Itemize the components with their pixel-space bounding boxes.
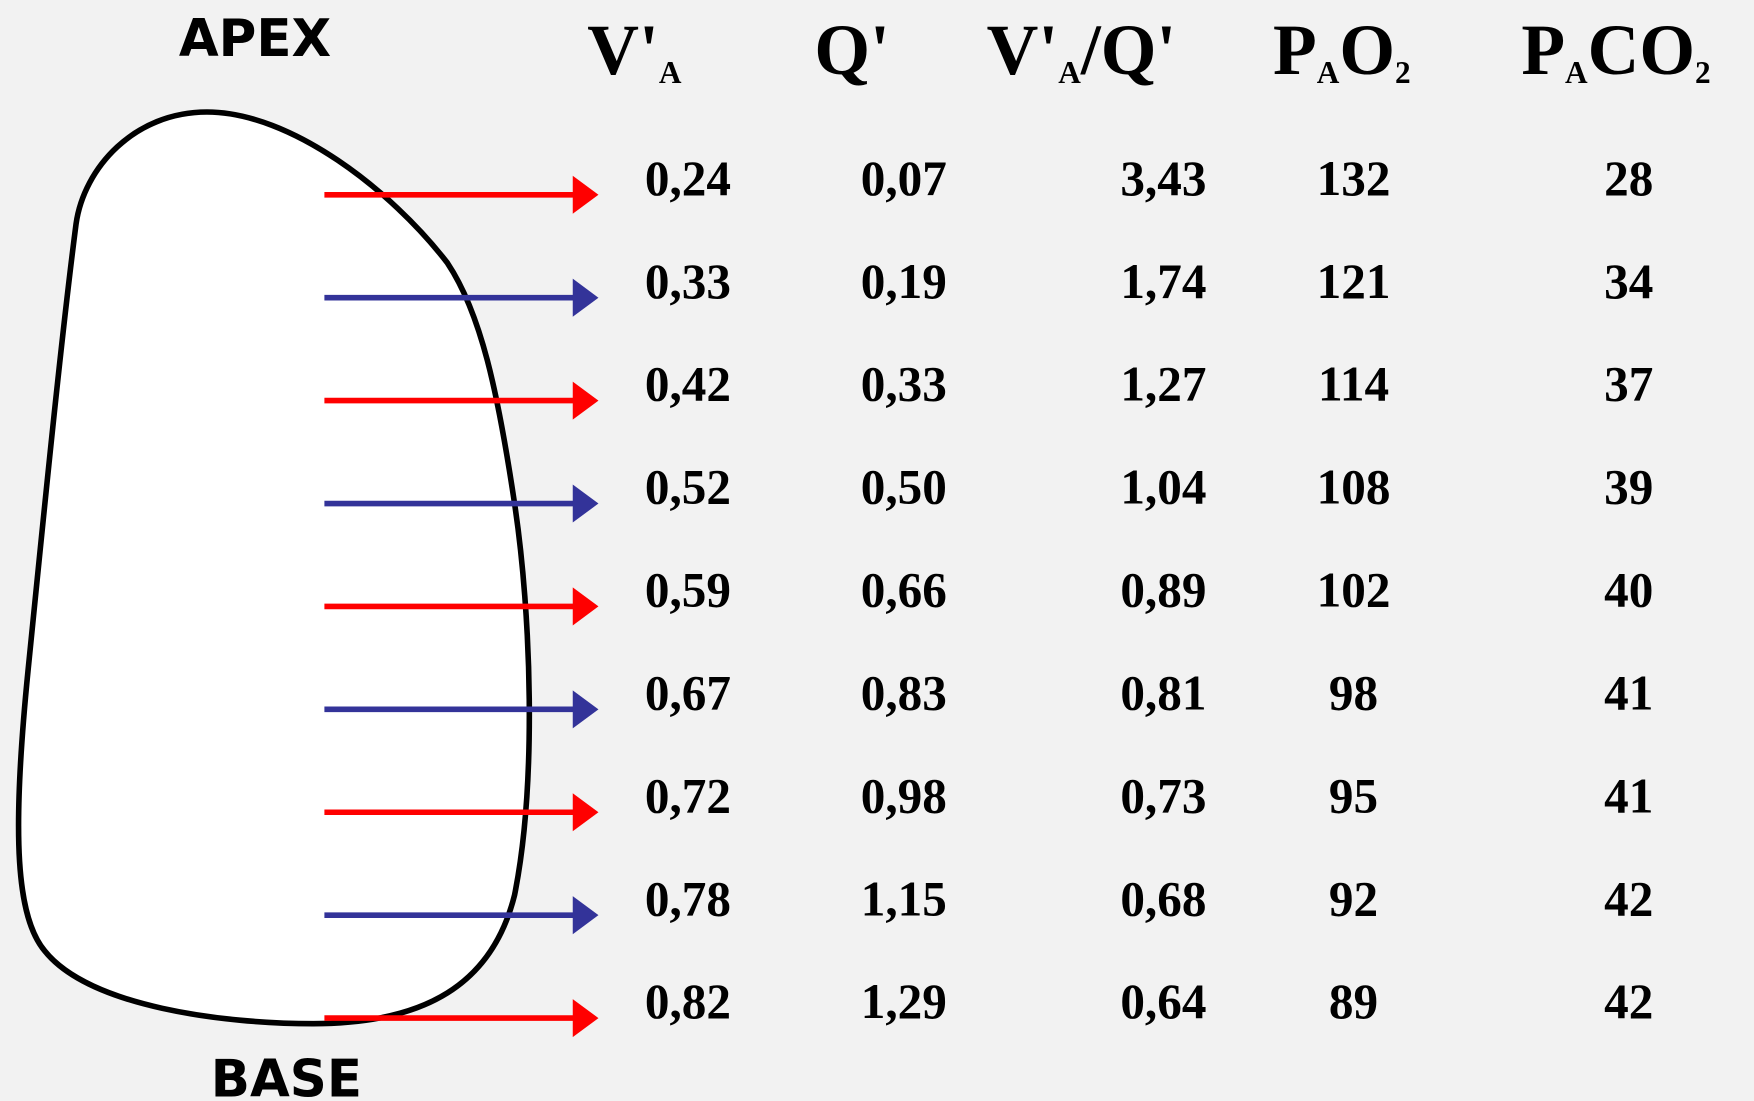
header-text: Q' — [814, 11, 890, 90]
cell: 0,42 — [645, 357, 731, 412]
cell: 28 — [1604, 151, 1653, 206]
cell: 1,04 — [1120, 460, 1206, 515]
cell: 114 — [1318, 357, 1389, 412]
header-text: P — [1273, 11, 1317, 90]
cell: 108 — [1317, 460, 1391, 515]
header-text: /Q' — [1080, 11, 1176, 90]
column-header: Q' — [814, 11, 890, 90]
cell: 0,68 — [1120, 871, 1206, 926]
header-subscript: A — [1317, 55, 1340, 90]
cell: 121 — [1317, 254, 1391, 309]
cell: 0,73 — [1120, 768, 1206, 823]
cell: 0,82 — [645, 974, 731, 1029]
cell: 37 — [1604, 357, 1653, 412]
cell: 34 — [1604, 254, 1653, 309]
cell: 3,43 — [1120, 151, 1206, 206]
cell: 0,24 — [645, 151, 731, 206]
cell: 0,07 — [861, 151, 947, 206]
header-subscript: A — [659, 55, 682, 90]
column-header: PAO2 — [1273, 11, 1411, 90]
header-text: V' — [587, 11, 659, 90]
cell: 42 — [1604, 974, 1653, 1029]
cell: 92 — [1329, 871, 1378, 926]
column-header: PACO2 — [1521, 11, 1710, 90]
header-text: O — [1339, 11, 1395, 90]
cell: 1,29 — [861, 974, 947, 1029]
cell: 98 — [1329, 665, 1378, 720]
cell: 0,72 — [645, 768, 731, 823]
cell: 102 — [1317, 563, 1391, 618]
cell: 89 — [1329, 974, 1378, 1029]
column-header: V'A/Q' — [987, 11, 1177, 90]
cell: 0,59 — [645, 563, 731, 618]
cell: 0,19 — [861, 254, 947, 309]
cell: 39 — [1604, 460, 1653, 515]
cell: 0,66 — [861, 563, 947, 618]
cell: 41 — [1604, 768, 1653, 823]
cell: 41 — [1604, 665, 1653, 720]
header-text: CO — [1588, 11, 1695, 90]
cell: 132 — [1317, 151, 1391, 206]
cell: 1,15 — [861, 871, 947, 926]
header-text: P — [1521, 11, 1565, 90]
cell: 0,89 — [1120, 563, 1206, 618]
cell: 1,27 — [1120, 357, 1206, 412]
cell: 0,98 — [861, 768, 947, 823]
cell: 0,83 — [861, 665, 947, 720]
cell: 0,78 — [645, 871, 731, 926]
cell: 42 — [1604, 871, 1653, 926]
page: APEX BASE V'AQ'V'A/Q'PAO2PACO20,240,073,… — [0, 0, 1754, 1101]
cell: 0,50 — [861, 460, 947, 515]
cell: 95 — [1329, 768, 1378, 823]
apex-label: APEX — [179, 9, 331, 69]
cell: 1,74 — [1120, 254, 1206, 309]
cell: 0,64 — [1120, 974, 1206, 1029]
cell: 0,67 — [645, 665, 731, 720]
cell: 0,81 — [1120, 665, 1206, 720]
cell: 0,52 — [645, 460, 731, 515]
header-subscript: A — [1058, 55, 1081, 90]
header-subscript: 2 — [1695, 55, 1711, 90]
cell: 0,33 — [645, 254, 731, 309]
header-subscript: A — [1565, 55, 1588, 90]
cell: 40 — [1604, 563, 1653, 618]
base-label: BASE — [211, 1049, 362, 1101]
header-subscript: 2 — [1395, 55, 1411, 90]
cell: 0,33 — [861, 357, 947, 412]
header-text: V' — [987, 11, 1059, 90]
